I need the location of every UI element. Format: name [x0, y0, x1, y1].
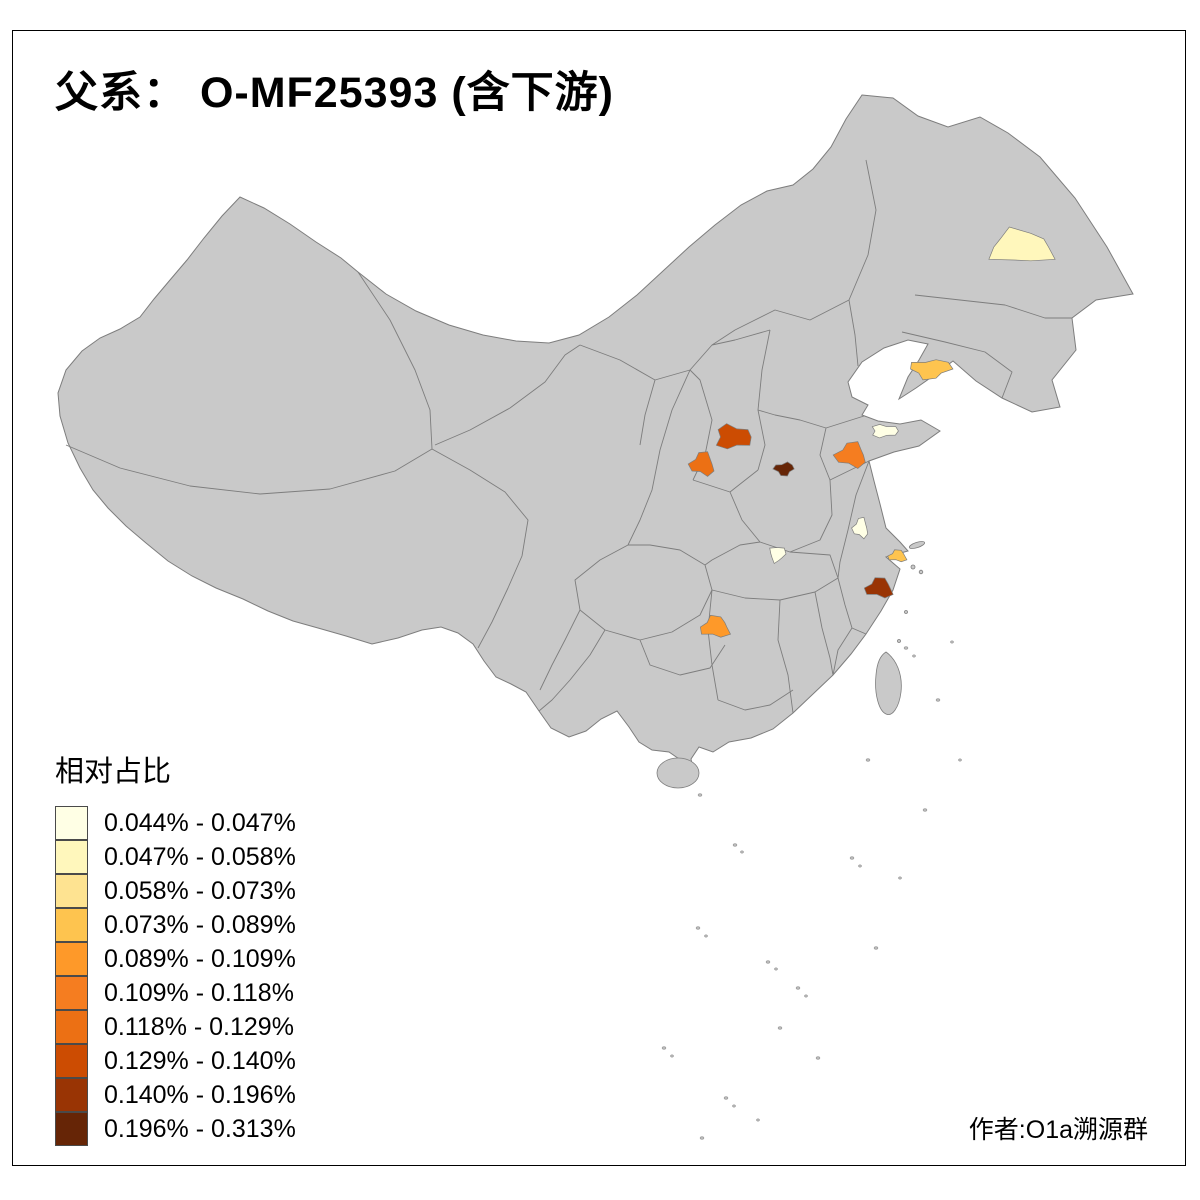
legend-label: 0.073% - 0.089%: [104, 910, 296, 939]
highlight-region: [871, 424, 899, 439]
legend-label: 0.109% - 0.118%: [104, 978, 294, 1007]
china-mainland: [57, 94, 1134, 776]
legend-swatch: [55, 941, 88, 976]
legend-title: 相对占比: [55, 756, 172, 788]
highlight-region: [769, 547, 787, 565]
legend-item: 0.140% - 0.196%: [55, 1077, 296, 1112]
page-title: 父系： O-MF25393 (含下游): [55, 69, 614, 117]
legend-item: 0.089% - 0.109%: [55, 941, 296, 976]
highlight-region: [863, 577, 894, 599]
legend-swatch: [55, 1111, 88, 1146]
hainan-island: [656, 757, 700, 789]
author-credit: 作者:O1a溯源群: [968, 1116, 1148, 1144]
legend-items: 0.044% - 0.047% 0.047% - 0.058% 0.058% - 0…: [55, 805, 296, 1146]
legend-swatch: [55, 1009, 88, 1044]
highlight-region: [851, 516, 869, 540]
highlight-regions: [687, 226, 1056, 638]
legend-swatch: [55, 839, 88, 874]
legend-swatch: [55, 873, 88, 908]
highlight-region: [687, 451, 715, 477]
highlight-region: [988, 226, 1056, 262]
legend-swatch: [55, 1077, 88, 1112]
legend-swatch: [55, 805, 88, 840]
legend-item: 0.058% - 0.073%: [55, 873, 296, 908]
legend-label: 0.044% - 0.047%: [104, 808, 296, 837]
legend-item: 0.073% - 0.089%: [55, 907, 296, 942]
taiwan-island: [875, 651, 902, 715]
legend-swatch: [55, 1043, 88, 1078]
legend-item: 0.109% - 0.118%: [55, 975, 296, 1010]
legend-item: 0.129% - 0.140%: [55, 1043, 296, 1078]
legend: 相对占比 0.044% - 0.047% 0.047% - 0.058% 0.058…: [55, 748, 296, 1146]
legend-swatch: [55, 975, 88, 1010]
highlight-region: [910, 359, 954, 381]
highlight-region: [887, 549, 908, 563]
legend-item: 0.047% - 0.058%: [55, 839, 296, 874]
legend-item: 0.196% - 0.313%: [55, 1111, 296, 1146]
highlight-region: [715, 423, 752, 450]
legend-item: 0.118% - 0.129%: [55, 1009, 296, 1044]
legend-item: 0.044% - 0.047%: [55, 805, 296, 840]
highlight-region: [832, 441, 866, 469]
legend-label: 0.047% - 0.058%: [104, 842, 296, 871]
legend-label: 0.196% - 0.313%: [104, 1114, 296, 1143]
legend-label: 0.058% - 0.073%: [104, 876, 296, 905]
legend-label: 0.089% - 0.109%: [104, 944, 296, 973]
legend-label: 0.129% - 0.140%: [104, 1046, 296, 1075]
highlight-region: [700, 614, 732, 638]
highlight-region: [772, 461, 795, 477]
legend-label: 0.118% - 0.129%: [104, 1012, 294, 1041]
islands: [656, 541, 926, 789]
legend-label: 0.140% - 0.196%: [104, 1080, 296, 1109]
legend-swatch: [55, 907, 88, 942]
south-china-sea-islands: [661, 640, 962, 1140]
